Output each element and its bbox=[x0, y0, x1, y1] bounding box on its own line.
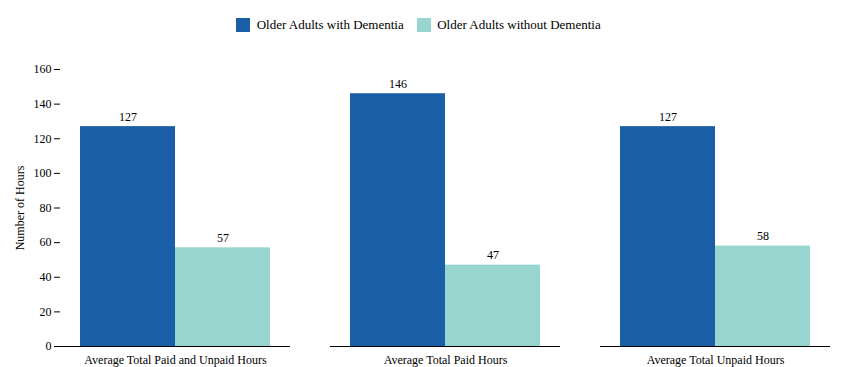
svg-text:146: 146 bbox=[389, 77, 407, 91]
svg-text:0: 0 bbox=[46, 339, 52, 353]
svg-text:80: 80 bbox=[40, 201, 52, 215]
svg-text:100: 100 bbox=[34, 166, 52, 180]
svg-text:40: 40 bbox=[40, 270, 52, 284]
html-text:Older Adults without Dementia: Older Adults without Dementia bbox=[437, 16, 601, 32]
svg-text:160: 160 bbox=[34, 62, 52, 76]
svg-text:120: 120 bbox=[34, 132, 52, 146]
svg-text:Average Total Unpaid Hours: Average Total Unpaid Hours bbox=[647, 353, 785, 367]
svg-text:Number of Hours: Number of Hours bbox=[13, 165, 27, 250]
svg-text:Average Total Paid Hours: Average Total Paid Hours bbox=[384, 353, 508, 367]
svg-text:60: 60 bbox=[40, 235, 52, 249]
html-text:Older Adults with Dementia: Older Adults with Dementia bbox=[256, 16, 404, 32]
svg-text:57: 57 bbox=[217, 231, 229, 245]
svg-text:47: 47 bbox=[487, 248, 499, 262]
svg-text:127: 127 bbox=[119, 110, 137, 124]
svg-text:127: 127 bbox=[659, 110, 677, 124]
svg-text:58: 58 bbox=[757, 229, 769, 243]
svg-text:140: 140 bbox=[34, 97, 52, 111]
svg-text:20: 20 bbox=[40, 305, 52, 319]
svg-text:Average Total Paid and Unpaid: Average Total Paid and Unpaid Hours bbox=[84, 353, 267, 367]
